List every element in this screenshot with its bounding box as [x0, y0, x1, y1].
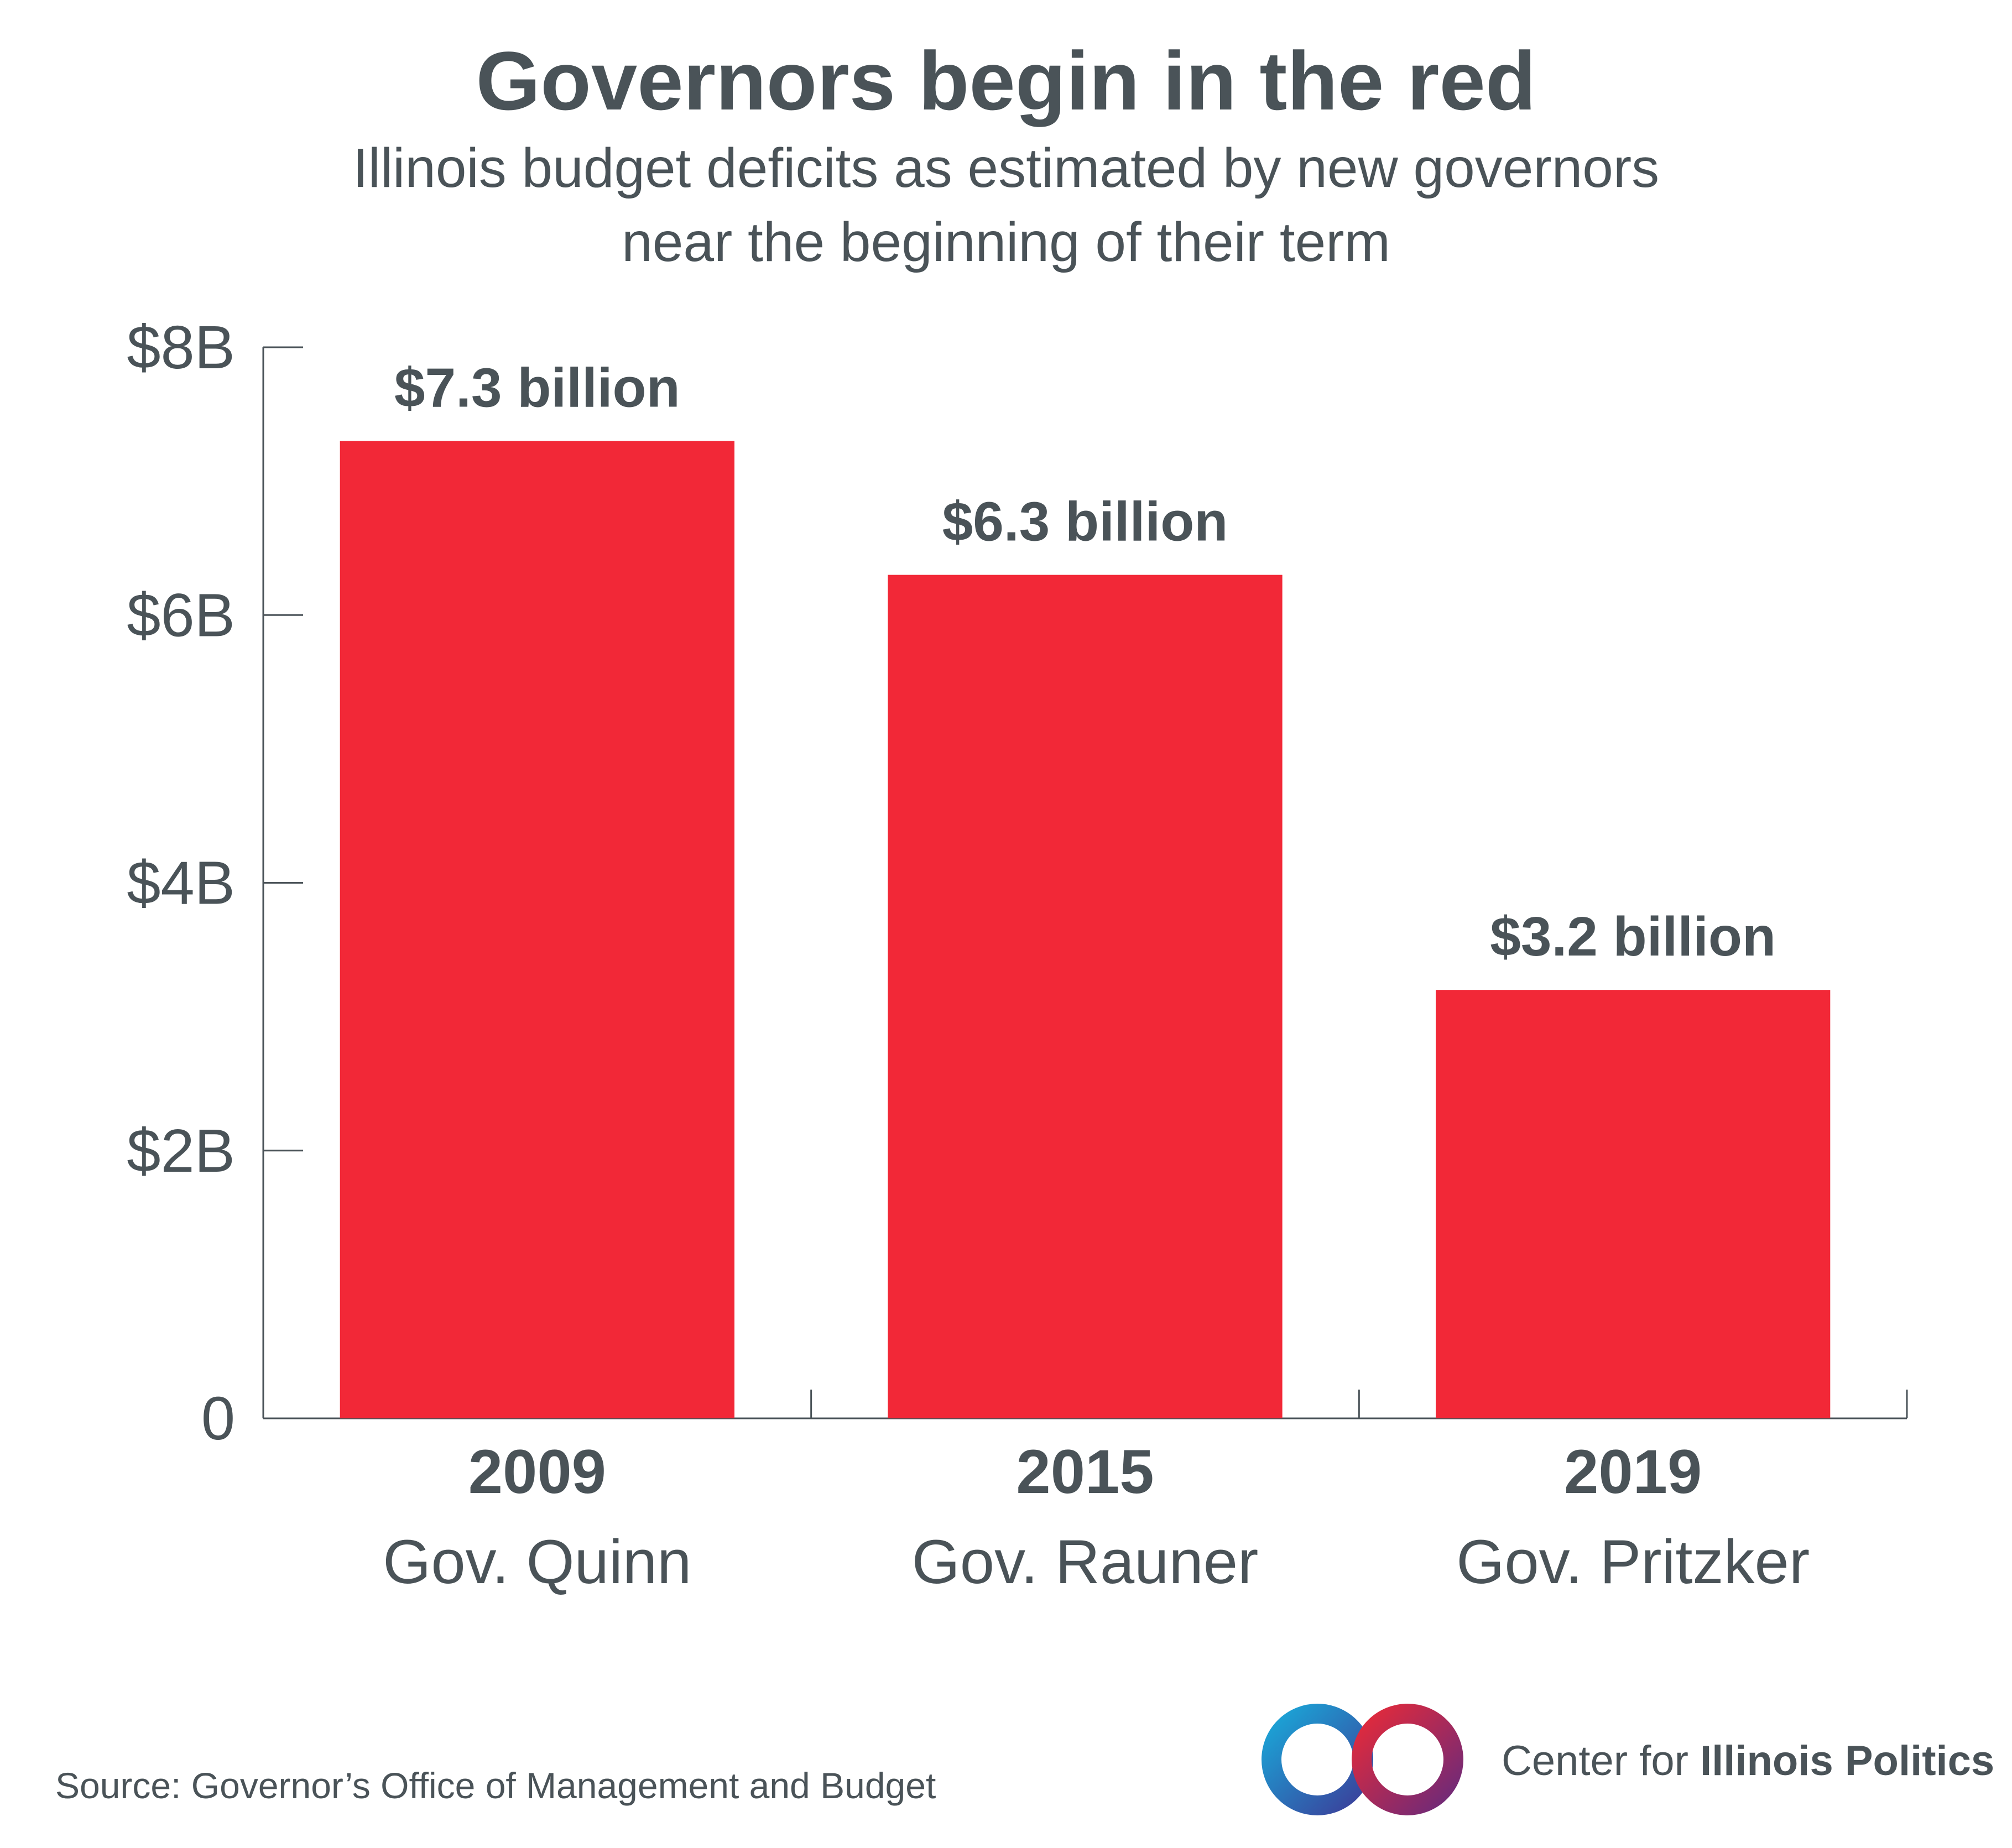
x-tick-label: 2015: [1016, 1437, 1154, 1506]
chart-subtitle-line1: Illinois budget deficits as estimated by…: [353, 137, 1659, 199]
y-tick-label: 0: [201, 1385, 235, 1453]
plot-area: 0 $2B $4B $6B $8B $7.3 billion 2009 Gov. Quinn $…: [127, 314, 1908, 1596]
y-tick-label: $8B: [127, 314, 235, 382]
source-note: Source: Governor’s Office of Management …: [55, 1765, 936, 1806]
y-tick-label: $4B: [127, 849, 235, 917]
brand-name: Center for Illinois Politics: [1502, 1737, 1994, 1784]
data-label: $3.2 billion: [1490, 906, 1776, 968]
x-tick-label: 2019: [1564, 1437, 1702, 1506]
brand-name-bold: Illinois Politics: [1700, 1737, 1994, 1784]
infinity-logo-icon: [1262, 1704, 1463, 1815]
bar: [340, 441, 734, 1418]
data-label: $7.3 billion: [394, 357, 680, 419]
brand-logo: Center for Illinois Politics: [1262, 1704, 1994, 1815]
x-tick-sublabel: Gov. Pritzker: [1456, 1527, 1810, 1596]
chart-title: Governors begin in the red: [476, 34, 1536, 127]
chart-subtitle-line2: near the beginning of their term: [622, 211, 1390, 273]
x-tick-sublabel: Gov. Quinn: [383, 1527, 691, 1596]
x-tick-sublabel: Gov. Rauner: [912, 1527, 1259, 1596]
y-tick-label: $2B: [127, 1117, 235, 1185]
bar: [888, 575, 1283, 1418]
bar: [1436, 990, 1831, 1418]
x-tick-label: 2009: [468, 1437, 606, 1506]
data-label: $6.3 billion: [942, 491, 1228, 553]
brand-name-light: Center for: [1502, 1737, 1700, 1784]
y-tick-label: $6B: [127, 581, 235, 649]
